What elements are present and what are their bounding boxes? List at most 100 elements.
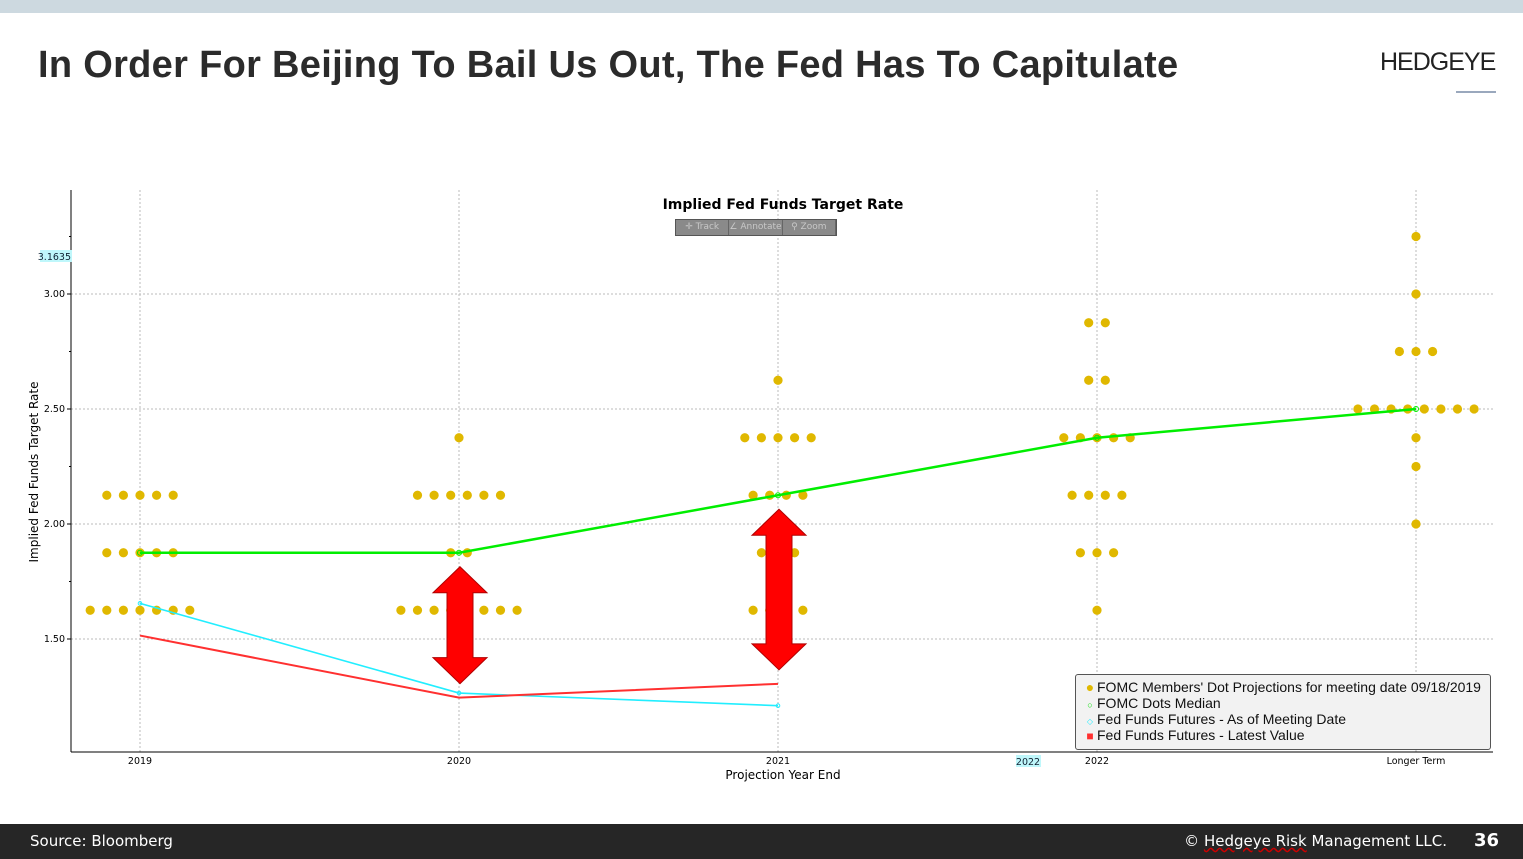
page-number: 36 bbox=[1473, 830, 1499, 851]
hedgeye-logo: HEDGEYE bbox=[1380, 48, 1496, 76]
legend-label: FOMC Members' Dot Projections for meetin… bbox=[1097, 679, 1481, 695]
copyright: © Hedgeye Risk Management LLC. bbox=[1184, 832, 1447, 850]
dot-projection bbox=[429, 605, 439, 615]
dot-projection bbox=[740, 433, 750, 443]
futures-meeting-point bbox=[775, 703, 781, 709]
dot-projection bbox=[412, 490, 423, 500]
dot-projection bbox=[495, 490, 506, 500]
dot-projection bbox=[1411, 519, 1421, 529]
dot-projection bbox=[1452, 404, 1463, 414]
logo-underline bbox=[1456, 91, 1496, 93]
double-arrow-icon bbox=[750, 508, 808, 671]
dot-projection bbox=[85, 605, 95, 615]
dot-projection bbox=[1084, 375, 1094, 385]
dot-projection bbox=[1059, 433, 1069, 443]
annotate-button[interactable]: ∠ Annotate bbox=[729, 220, 783, 235]
y-axis-label: Implied Fed Funds Target Rate bbox=[27, 382, 41, 563]
copyright-symbol: © bbox=[1184, 832, 1200, 850]
median-point bbox=[1413, 406, 1419, 412]
median-point bbox=[137, 549, 143, 556]
dot-projection bbox=[118, 548, 128, 558]
circle-marker-icon: ○ bbox=[1087, 700, 1093, 710]
y-tick-label: 1.50 bbox=[44, 634, 65, 645]
legend-label: Fed Funds Futures - Latest Value bbox=[1097, 727, 1305, 743]
dot-projection bbox=[168, 490, 178, 500]
y-tick-label: 2.00 bbox=[44, 519, 65, 530]
dot-projection bbox=[152, 490, 162, 500]
y-tick-label: 3.00 bbox=[44, 289, 65, 300]
annotation-arrows bbox=[431, 508, 808, 685]
x-tick-label: 2019 bbox=[128, 756, 152, 767]
dot-marker-icon: ● bbox=[1085, 679, 1095, 695]
legend: ● FOMC Members' Dot Projections for meeti… bbox=[1075, 674, 1491, 750]
copyright-company: Hedgeye Risk bbox=[1203, 832, 1307, 850]
median-point bbox=[775, 492, 781, 499]
dot-projection bbox=[748, 490, 758, 500]
dot-projection bbox=[446, 490, 456, 500]
dot-projection bbox=[1084, 318, 1094, 328]
x-highlight-label: 2022 bbox=[1016, 757, 1040, 768]
dot-projection bbox=[1469, 404, 1479, 414]
dot-projection bbox=[1411, 289, 1421, 299]
chart-toolbar: ✛ Track ∠ Annotate ⚲ Zoom bbox=[675, 219, 837, 236]
dot-projection bbox=[790, 433, 800, 443]
track-button[interactable]: ✛ Track bbox=[676, 220, 730, 235]
dot-projection bbox=[1084, 490, 1094, 500]
dot-projection bbox=[1436, 404, 1446, 414]
dot-projection bbox=[1411, 461, 1421, 472]
dot-projection bbox=[1394, 346, 1404, 357]
zoom-button[interactable]: ⚲ Zoom bbox=[783, 220, 836, 235]
dot-projection bbox=[185, 605, 195, 615]
legend-item-futures-latest: ■ Fed Funds Futures - Latest Value bbox=[1084, 727, 1305, 744]
dot-projection bbox=[756, 548, 767, 558]
dot-projection bbox=[1067, 490, 1077, 500]
dot-projection bbox=[773, 375, 783, 385]
futures-meeting-line bbox=[139, 602, 779, 707]
x-highlight-bg bbox=[1016, 755, 1041, 767]
dot-projection bbox=[135, 490, 145, 500]
median-point bbox=[1094, 434, 1100, 441]
dot-projection bbox=[118, 490, 128, 500]
dot-projection bbox=[798, 490, 808, 500]
dot-projection bbox=[748, 605, 758, 615]
source-note: Source: Bloomberg bbox=[30, 832, 173, 850]
y-tick-label: 2.50 bbox=[44, 404, 65, 415]
dot-projection bbox=[1109, 548, 1119, 558]
dot-projection bbox=[1419, 404, 1429, 414]
copyright-rest: Management LLC. bbox=[1306, 832, 1447, 850]
dot-projection bbox=[756, 433, 767, 443]
dot-projection bbox=[512, 605, 522, 615]
dot-projection bbox=[1353, 404, 1363, 414]
futures-meeting-point bbox=[137, 601, 143, 606]
footer: Source: Bloomberg © Hedgeye Risk Managem… bbox=[0, 824, 1523, 859]
dot-projection bbox=[1411, 433, 1421, 443]
chart-title: Implied Fed Funds Target Rate bbox=[663, 197, 904, 213]
top-bar bbox=[0, 0, 1523, 13]
y-highlight-label: 3.1635 bbox=[38, 252, 71, 263]
slide-title: In Order For Beijing To Bail Us Out, The… bbox=[38, 44, 1179, 86]
dot-projection bbox=[118, 605, 128, 615]
dot-projection bbox=[806, 433, 816, 443]
dot-projection bbox=[1117, 490, 1127, 500]
dot-projection bbox=[1092, 605, 1102, 615]
legend-item-futures-meeting: ◇ Fed Funds Futures - As of Meeting Date bbox=[1084, 712, 1346, 727]
dot-projection bbox=[798, 605, 808, 615]
x-tick-label: 2022 bbox=[1085, 756, 1109, 767]
x-tick-label: 2021 bbox=[766, 756, 790, 767]
dot-projection bbox=[479, 490, 489, 500]
legend-item-dots: ● FOMC Members' Dot Projections for meeti… bbox=[1084, 680, 1481, 695]
legend-item-median: ○ FOMC Dots Median bbox=[1084, 696, 1220, 711]
median-line bbox=[140, 407, 1417, 554]
x-axis-label: Projection Year End bbox=[725, 768, 840, 782]
dot-projection bbox=[1411, 346, 1421, 357]
x-tick-label: Longer Term bbox=[1387, 756, 1446, 767]
futures-meeting-point bbox=[456, 690, 462, 696]
dot-projection bbox=[773, 433, 783, 443]
dot-projection bbox=[102, 605, 112, 615]
dot-projection bbox=[495, 605, 506, 615]
axes: 1.50 2.00 2.50 3.00 2019 2020 2021 2022 Longer T… bbox=[44, 190, 1493, 767]
dot-projection bbox=[102, 490, 112, 500]
dot-projection bbox=[1100, 490, 1110, 500]
median-point bbox=[456, 549, 462, 556]
futures-latest-line bbox=[139, 634, 779, 699]
